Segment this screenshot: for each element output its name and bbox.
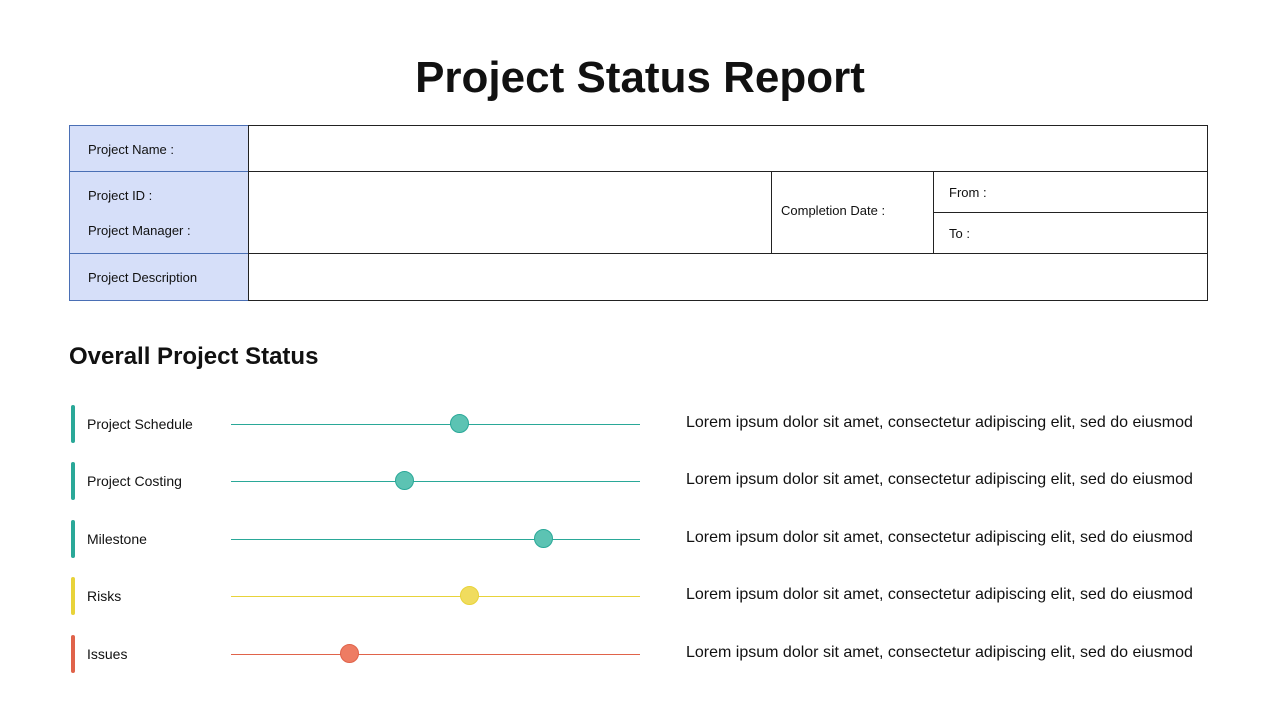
to-label: To :	[949, 226, 970, 241]
project-name-label: Project Name :	[88, 142, 174, 157]
status-color-bar	[71, 520, 75, 558]
status-label: Issues	[87, 646, 128, 662]
project-id-manager-label-cell: Project ID : Project Manager :	[69, 171, 249, 254]
project-id-label: Project ID :	[88, 188, 153, 203]
status-label: Risks	[87, 588, 122, 604]
project-description-value-cell[interactable]	[248, 253, 1208, 301]
status-description: Lorem ipsum dolor sit amet, consectetur …	[686, 586, 1193, 603]
status-slider-track[interactable]	[231, 424, 640, 425]
status-label: Project Costing	[87, 473, 182, 489]
completion-date-label: Completion Date :	[781, 203, 886, 218]
to-date-cell[interactable]: To :	[933, 212, 1208, 254]
from-label: From :	[949, 185, 987, 200]
status-description: Lorem ipsum dolor sit amet, consectetur …	[686, 529, 1193, 546]
status-description: Lorem ipsum dolor sit amet, consectetur …	[686, 414, 1193, 431]
project-info-table: Project Name : Project ID : Project Mana…	[69, 125, 1208, 301]
status-row: Issues Lorem ipsum dolor sit amet, consec…	[69, 635, 1209, 675]
status-label: Project Schedule	[87, 416, 193, 432]
project-name-value-cell[interactable]	[248, 125, 1208, 172]
status-color-bar	[71, 577, 75, 615]
status-slider-knob[interactable]	[450, 414, 470, 433]
completion-date-label-cell: Completion Date :	[771, 171, 934, 254]
status-row: Risks Lorem ipsum dolor sit amet, consect…	[69, 577, 1209, 617]
status-color-bar	[71, 635, 75, 673]
status-description: Lorem ipsum dolor sit amet, consectetur …	[686, 644, 1193, 661]
status-row: Project Schedule Lorem ipsum dolor sit am…	[69, 405, 1209, 445]
status-slider-track[interactable]	[231, 654, 640, 655]
project-description-label: Project Description	[88, 270, 198, 285]
status-slider-track[interactable]	[231, 539, 640, 540]
section-title: Overall Project Status	[69, 343, 319, 370]
project-manager-label: Project Manager :	[88, 223, 191, 238]
status-slider-track[interactable]	[231, 596, 640, 597]
status-row: Project Costing Lorem ipsum dolor sit ame…	[69, 462, 1209, 502]
status-color-bar	[71, 405, 75, 443]
status-slider-knob[interactable]	[339, 644, 359, 663]
status-row: Milestone Lorem ipsum dolor sit amet, con…	[69, 520, 1209, 560]
project-description-label-cell: Project Description	[69, 253, 249, 301]
status-slider-track[interactable]	[231, 481, 640, 482]
from-date-cell[interactable]: From :	[933, 171, 1208, 213]
project-id-value-cell[interactable]	[248, 171, 772, 254]
status-slider-knob[interactable]	[394, 471, 414, 490]
status-slider-knob[interactable]	[460, 586, 480, 605]
status-label: Milestone	[87, 531, 147, 547]
status-slider-knob[interactable]	[533, 529, 553, 548]
page-title: Project Status Report	[415, 53, 865, 102]
status-color-bar	[71, 462, 75, 500]
project-name-label-cell: Project Name :	[69, 125, 249, 172]
status-description: Lorem ipsum dolor sit amet, consectetur …	[686, 471, 1193, 488]
